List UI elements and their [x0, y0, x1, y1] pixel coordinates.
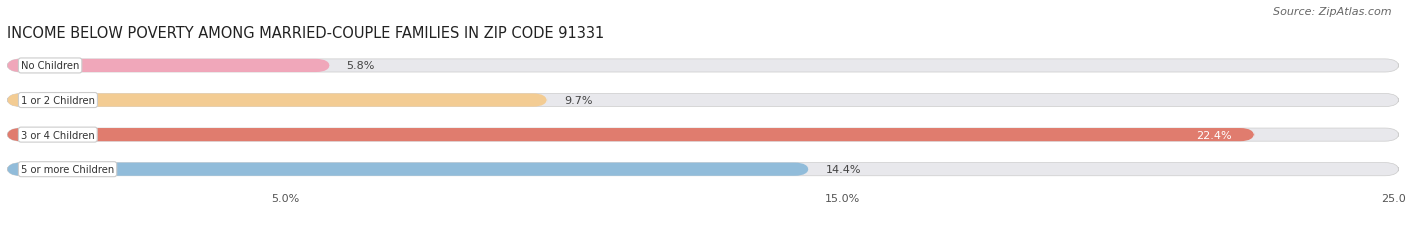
FancyBboxPatch shape: [7, 163, 808, 176]
Text: 1 or 2 Children: 1 or 2 Children: [21, 96, 96, 106]
Text: Source: ZipAtlas.com: Source: ZipAtlas.com: [1274, 7, 1392, 17]
Text: No Children: No Children: [21, 61, 79, 71]
FancyBboxPatch shape: [7, 128, 1399, 142]
FancyBboxPatch shape: [7, 94, 1399, 107]
Text: 5 or more Children: 5 or more Children: [21, 164, 114, 174]
Text: 3 or 4 Children: 3 or 4 Children: [21, 130, 94, 140]
Text: 22.4%: 22.4%: [1197, 130, 1232, 140]
FancyBboxPatch shape: [7, 94, 547, 107]
FancyBboxPatch shape: [7, 163, 1399, 176]
Text: 14.4%: 14.4%: [825, 164, 860, 174]
Text: INCOME BELOW POVERTY AMONG MARRIED-COUPLE FAMILIES IN ZIP CODE 91331: INCOME BELOW POVERTY AMONG MARRIED-COUPL…: [7, 26, 605, 41]
FancyBboxPatch shape: [7, 60, 330, 73]
Text: 9.7%: 9.7%: [564, 96, 592, 106]
Text: 5.8%: 5.8%: [347, 61, 375, 71]
FancyBboxPatch shape: [7, 128, 1254, 142]
FancyBboxPatch shape: [7, 60, 1399, 73]
